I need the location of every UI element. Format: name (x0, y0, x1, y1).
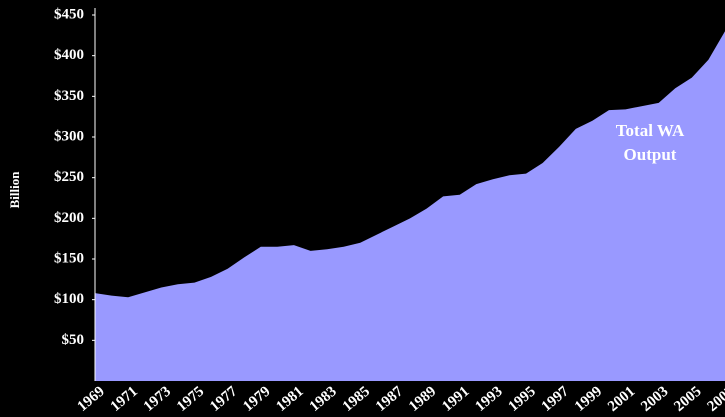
x-tick-label: 1993 (472, 383, 505, 415)
x-tick-label: 1979 (240, 383, 273, 415)
y-tick-label: $250 (54, 169, 84, 185)
x-tick-label: 1975 (174, 383, 207, 415)
annotation: Total WA (616, 121, 685, 140)
x-tick-label: 1969 (75, 383, 108, 415)
y-tick-label: $450 (54, 6, 84, 22)
y-tick-label: $350 (54, 88, 84, 104)
area (95, 31, 725, 382)
x-tick-label: 1997 (539, 383, 573, 415)
y-tick-label: $150 (54, 250, 84, 266)
x-tick-label: 1983 (307, 383, 340, 415)
y-tick-label: $300 (54, 128, 84, 144)
x-tick-label: 1973 (141, 383, 174, 415)
x-tick-label: 1991 (439, 383, 472, 415)
x-tick-label: 2007 (705, 383, 725, 415)
y-tick-label: $400 (54, 47, 84, 63)
y-tick-label: $100 (54, 291, 84, 307)
y-tick-label: $50 (62, 332, 85, 348)
x-tick-label: 2005 (671, 383, 704, 415)
x-tick-label: 2001 (605, 383, 638, 415)
x-tick-label: 1971 (108, 383, 141, 415)
x-tick-label: 1987 (373, 383, 407, 415)
x-tick-label: 1985 (340, 383, 373, 415)
x-tick-label: 1977 (207, 383, 241, 415)
y-axis-label: Billion (7, 171, 22, 209)
x-tick-label: 1995 (506, 383, 539, 415)
x-tick-label: 1981 (273, 383, 306, 415)
annotation: Output (624, 145, 677, 164)
y-tick-label: $200 (54, 210, 84, 226)
x-tick-label: 1999 (572, 383, 605, 415)
x-tick-label: 2003 (638, 383, 671, 415)
x-tick-label: 1989 (406, 383, 439, 415)
